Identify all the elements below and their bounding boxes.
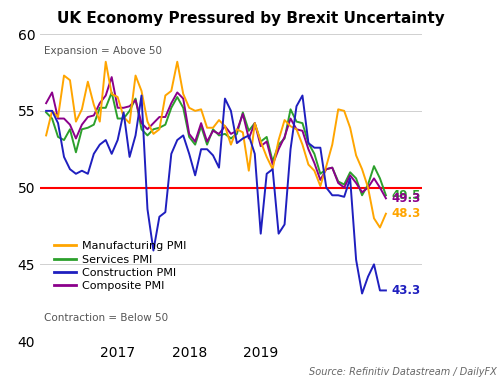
Text: Expansion = Above 50: Expansion = Above 50 [44, 46, 162, 56]
Text: 48.3: 48.3 [391, 207, 420, 220]
Text: UK Economy Pressured by Brexit Uncertainty: UK Economy Pressured by Brexit Uncertain… [57, 11, 444, 27]
Text: 49.3: 49.3 [391, 192, 420, 205]
Text: Source: Refinitiv Datastream / DailyFX: Source: Refinitiv Datastream / DailyFX [309, 367, 496, 377]
Legend: Manufacturing PMI, Services PMI, Construction PMI, Composite PMI: Manufacturing PMI, Services PMI, Constru… [50, 237, 190, 296]
Text: 43.3: 43.3 [391, 284, 420, 297]
Text: Contraction = Below 50: Contraction = Below 50 [44, 313, 168, 323]
Text: 49.5: 49.5 [391, 189, 420, 202]
